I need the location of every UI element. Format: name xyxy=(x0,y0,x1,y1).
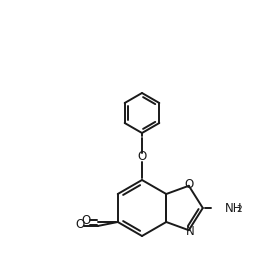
Text: O: O xyxy=(184,178,193,191)
Text: O: O xyxy=(137,151,147,163)
Text: O: O xyxy=(75,218,85,232)
Text: 2: 2 xyxy=(236,204,242,214)
Text: O: O xyxy=(81,214,90,228)
Text: N: N xyxy=(185,225,194,238)
Text: NH: NH xyxy=(225,202,242,214)
